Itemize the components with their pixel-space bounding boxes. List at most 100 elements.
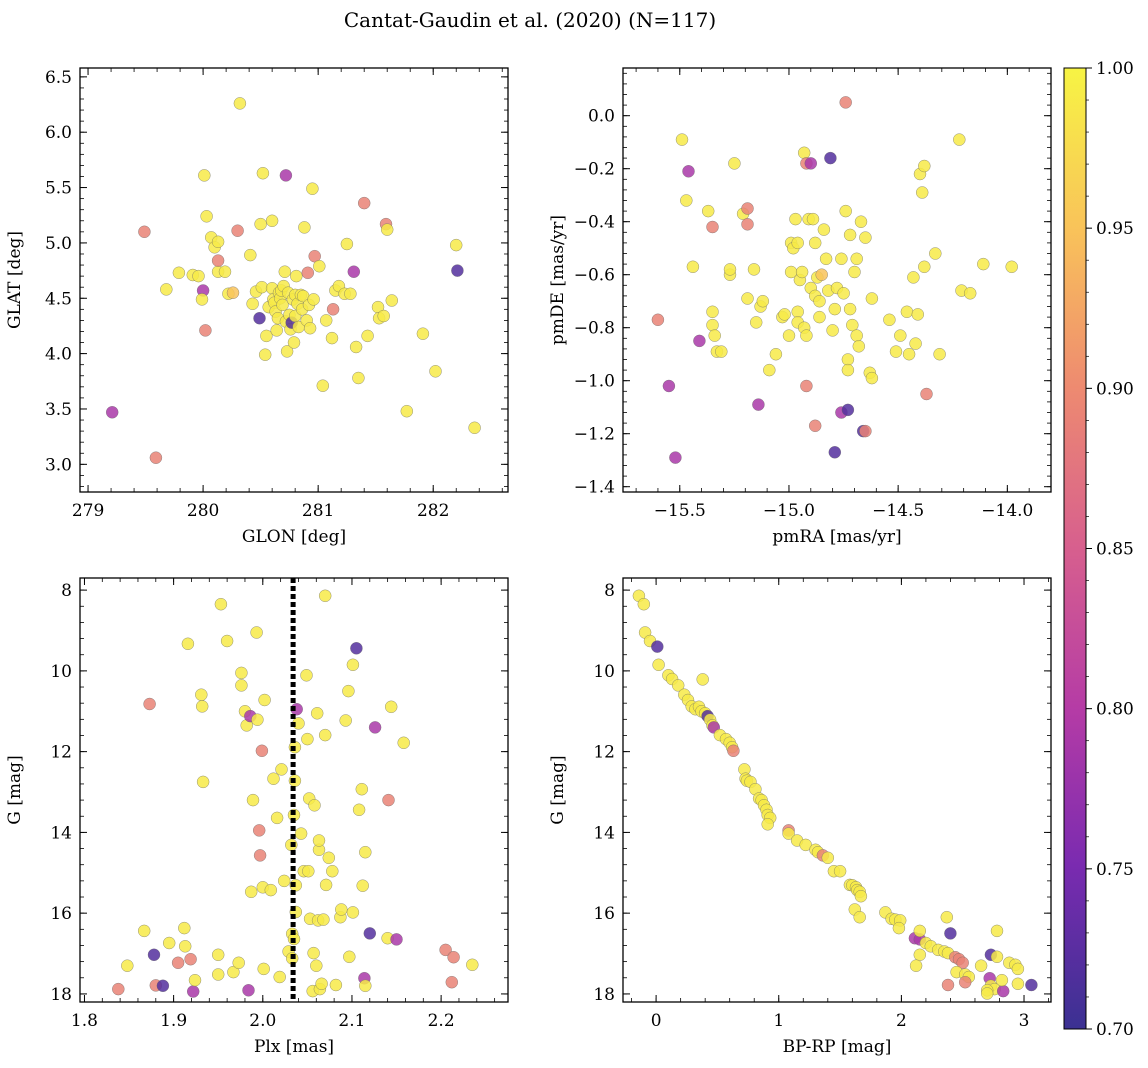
data-point: [447, 950, 460, 964]
data-point: [186, 985, 200, 998]
data-point: [162, 936, 176, 950]
data-point: [728, 157, 741, 170]
y-tick-label: 6.5: [45, 68, 72, 88]
data-point: [244, 885, 258, 899]
data-point: [184, 952, 197, 966]
data-point: [915, 186, 929, 199]
data-point: [675, 133, 689, 146]
x-axis-label: pmRA [mas/yr]: [772, 527, 901, 547]
data-point: [232, 956, 245, 970]
data-point: [977, 257, 990, 271]
y-tick-label: 14: [593, 823, 615, 843]
y-tick-label: 4.5: [45, 289, 72, 309]
data-point: [763, 363, 776, 377]
data-point: [258, 348, 272, 361]
data-point: [384, 700, 398, 714]
data-point: [294, 827, 308, 840]
data-point: [160, 283, 173, 296]
y-axis-label: GLAT [deg]: [5, 231, 25, 329]
data-point: [350, 642, 363, 655]
data-point: [322, 851, 336, 865]
data-point: [944, 927, 957, 940]
data-point: [909, 959, 923, 972]
data-point: [980, 987, 994, 1000]
data-point: [258, 693, 271, 707]
data-point: [235, 666, 248, 680]
data-point: [817, 223, 831, 236]
data-point: [913, 924, 927, 938]
data-point: [782, 827, 795, 840]
data-point: [346, 658, 360, 672]
data-point: [275, 763, 288, 776]
data-point: [439, 943, 452, 957]
data-point: [149, 451, 163, 464]
data-point: [846, 318, 859, 332]
data-point: [974, 959, 988, 972]
data-point: [883, 313, 896, 327]
data-point: [255, 744, 269, 758]
data-point: [652, 658, 665, 672]
data-point: [192, 269, 205, 283]
data-point: [662, 379, 676, 393]
data-point: [265, 214, 279, 228]
x-tick-label: 281: [302, 501, 334, 521]
data-point: [848, 265, 861, 279]
data-point: [325, 331, 339, 345]
data-point: [380, 223, 394, 236]
data-point: [267, 772, 280, 785]
data-point: [963, 287, 977, 300]
y-tick-label: 6.0: [45, 123, 72, 143]
data-point: [933, 347, 946, 361]
data-point: [804, 157, 818, 170]
y-tick-label: 18: [50, 985, 72, 1005]
data-point: [466, 958, 479, 972]
data-point: [859, 231, 872, 244]
data-point: [911, 308, 925, 321]
data-point: [680, 194, 693, 207]
data-point: [913, 948, 927, 962]
data-point: [637, 597, 651, 611]
data-point: [302, 864, 315, 878]
y-tick-label: −1.4: [574, 478, 615, 498]
panel-pmra-pmde: −15.5 −15.0 −14.5 −14.0 −1.4 −1.2 −1.0 −0.8 −0.6…: [548, 67, 1052, 547]
colorbar-tick-label: 0.70: [1096, 1020, 1134, 1040]
data-point: [892, 921, 906, 935]
data-point: [211, 254, 225, 267]
x-axis-label: Plx [mas]: [254, 1037, 334, 1057]
data-point: [841, 363, 855, 377]
scatter-points: [112, 589, 479, 998]
data-point: [789, 212, 802, 226]
data-point: [835, 252, 848, 266]
data-point: [907, 271, 920, 284]
data-point: [761, 818, 774, 831]
data-point: [839, 96, 852, 109]
axes-frame: [79, 67, 509, 493]
data-point: [339, 714, 352, 727]
data-point: [250, 626, 263, 639]
data-point: [303, 321, 317, 335]
y-tick-label: 10: [50, 662, 72, 682]
data-point: [1011, 977, 1025, 991]
data-point: [468, 421, 481, 435]
data-point: [889, 345, 903, 358]
data-point: [246, 793, 260, 807]
y-tick-label: 12: [50, 743, 72, 763]
data-point: [682, 165, 695, 178]
data-point: [953, 133, 966, 146]
x-tick-label: 2.2: [428, 1011, 455, 1031]
data-point: [310, 959, 323, 972]
data-point: [706, 318, 719, 332]
data-point: [199, 324, 212, 337]
data-point: [706, 220, 719, 234]
data-point: [854, 215, 868, 228]
data-point: [326, 303, 340, 316]
data-point: [264, 883, 278, 897]
y-tick-label: −1.0: [574, 372, 615, 392]
data-point: [894, 329, 907, 342]
data-point: [195, 688, 208, 701]
x-tick-label: 0: [651, 1011, 662, 1031]
y-axis-label: G [mag]: [548, 755, 568, 824]
data-point: [1011, 962, 1025, 976]
data-point: [315, 977, 328, 991]
